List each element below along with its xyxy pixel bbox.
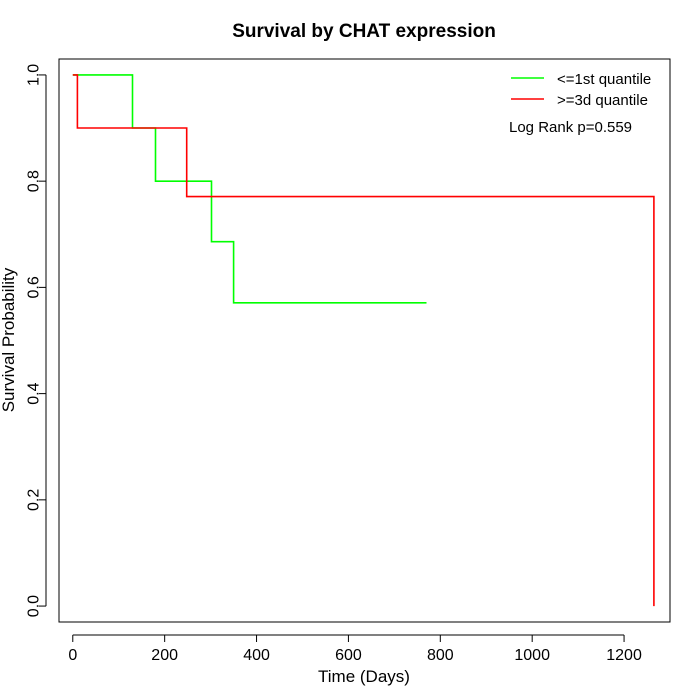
x-tick-label: 1000 <box>514 647 550 664</box>
x-tick-label: 0 <box>68 647 77 664</box>
series-layer <box>72 74 655 607</box>
y-tick-label: 0.6 <box>26 276 43 298</box>
x-tick-label: 600 <box>335 647 362 664</box>
x-axis-label: Time (Days) <box>318 667 410 686</box>
y-tick-label: 0.0 <box>26 595 43 617</box>
y-tick-label: 1.0 <box>26 64 43 86</box>
y-tick-label: 0.8 <box>26 170 43 192</box>
chart-title: Survival by CHAT expression <box>232 21 496 42</box>
y-tick-label: 0.2 <box>26 489 43 511</box>
legend-label-high: >=3d quantile <box>557 92 648 109</box>
series-line-high-quantile <box>72 74 655 607</box>
series-line-low-quantile <box>72 74 427 304</box>
y-axis: 0.0 0.2 0.4 0.6 0.8 1.0 <box>26 64 47 617</box>
log-rank-annotation: Log Rank p=0.559 <box>509 119 632 136</box>
legend-label-low: <=1st quantile <box>557 71 651 88</box>
y-axis-label: Survival Probability <box>0 267 18 412</box>
x-tick-label: 200 <box>151 647 178 664</box>
x-tick-label: 800 <box>427 647 454 664</box>
x-axis: 0 200 400 600 800 1000 1200 <box>68 634 642 664</box>
plot-frame <box>58 58 671 623</box>
x-tick-label: 400 <box>243 647 270 664</box>
legend: <=1st quantile >=3d quantile <box>511 71 651 109</box>
x-tick-label: 1200 <box>606 647 642 664</box>
y-tick-label: 0.4 <box>26 382 43 404</box>
